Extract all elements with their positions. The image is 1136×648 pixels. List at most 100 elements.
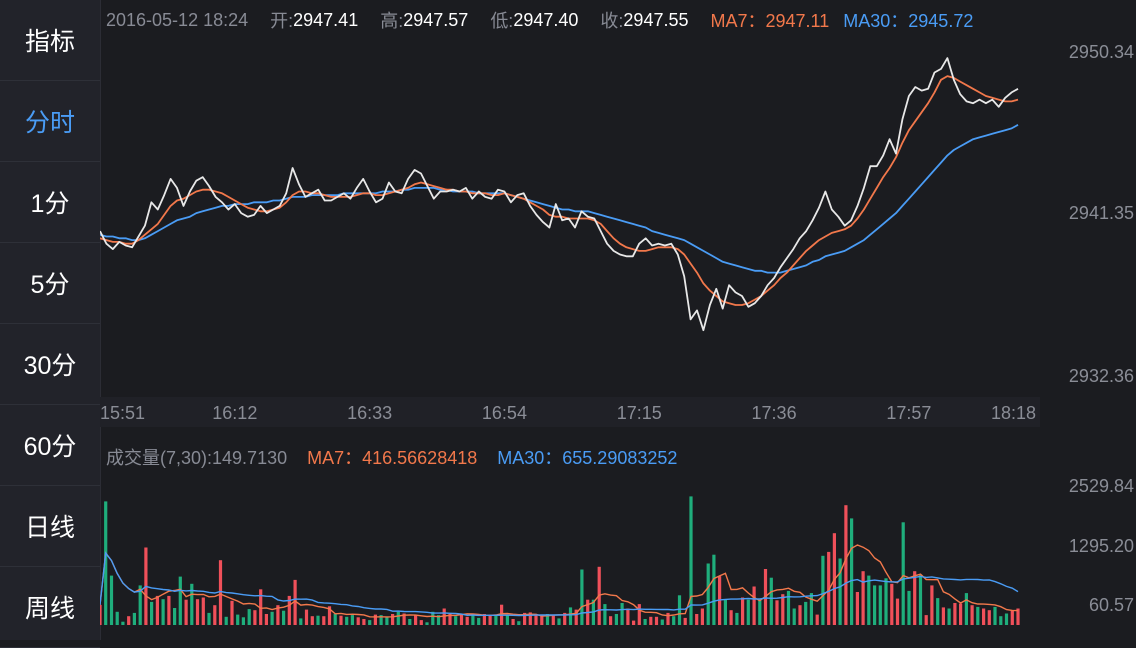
sidebar-item-7[interactable]: 周线 [0,567,100,648]
volume-bar [373,614,377,625]
open-value: 2947.41 [293,9,359,30]
volume-bar [362,619,366,625]
volume-bar [144,547,148,625]
time-x-tick: 16:54 [482,403,527,423]
volume-bar [557,618,561,625]
sidebar-item-2[interactable]: 1分 [0,162,100,243]
price-y-tick: 2950.34 [1069,42,1134,62]
volume-bar [798,605,802,625]
sidebar-item-6[interactable]: 日线 [0,486,100,567]
volume-bar [838,558,842,625]
time-x-tick: 16:33 [347,403,392,423]
volume-bar [327,606,332,625]
volume-bar [287,595,291,625]
volume-bar [723,599,727,625]
series-line-ma30 [100,124,1019,274]
volume-bar [982,608,986,625]
volume-bar [104,501,108,625]
volume-ma7-line [100,544,1019,618]
volume-bar [769,577,773,625]
time-axis-band [100,397,1040,427]
volume-bar [1004,613,1009,625]
volume-bar [792,608,796,625]
datetime-label: 2016-05-12 18:24 [106,9,249,30]
open-label: 开: [270,11,294,31]
high-label: 高: [380,11,404,31]
time-x-tick: 16:12 [212,403,257,423]
volume-bar [121,621,125,625]
volume-bar [419,620,423,625]
volume-bar [901,522,905,625]
volume-bar [138,585,142,625]
volume-bar [947,608,951,625]
volume-bar [184,599,188,625]
volume-bar [832,533,836,625]
volume-bar [632,620,636,625]
volume-bar [465,616,469,625]
volume-bar [821,555,825,625]
volume-bar [391,614,395,625]
volume-bar [918,574,923,625]
volume-bar [459,614,464,625]
volume-bar [356,617,360,625]
sidebar-item-3[interactable]: 5分 [0,243,100,324]
volume-y-tick: 2529.84 [1069,476,1134,496]
sidebar-item-4[interactable]: 30分 [0,324,100,405]
volume-bar [253,610,257,625]
volume-bar [597,566,601,625]
price-info-row: 2016-05-12 18:24 开: 2947.41 高: 2947.57 低… [106,8,973,32]
volume-bar [385,617,389,625]
volume-bar [815,614,819,625]
volume-bar [867,575,871,625]
volume-bar [115,611,119,625]
volume-bar [259,589,263,625]
price-y-tick: 2941.35 [1069,203,1134,223]
volume-bar [987,610,991,625]
volume-bar [396,611,400,625]
volume-bar [649,616,653,625]
volume-bar [482,614,486,625]
volume-bar [964,593,968,625]
price-chart[interactable]: 2950.34 2941.35 2932.36 15:51 16:12 16:33 16:5… [100,0,1136,430]
volume-bar [712,554,716,625]
volume-bar [414,615,418,625]
time-x-tick: 17:57 [886,403,931,423]
volume-bar [109,575,114,625]
volume-bar [574,609,578,625]
volume-bar [700,608,704,625]
sidebar-item-1[interactable]: 分时 [0,81,100,162]
volume-bar [758,598,762,625]
volume-bar [322,616,326,625]
volume-bar [620,603,624,625]
volume-bar [488,614,492,625]
volume-bar [873,585,877,625]
volume-bar [706,563,710,625]
volume-bar [970,605,974,625]
volume-bar [511,619,515,625]
volume-bar [454,616,458,625]
volume-bar [505,615,509,625]
time-x-tick: 18:18 [991,403,1036,423]
volume-bar [190,583,194,625]
volume-bar [402,613,406,625]
volume-y-tick: 60.57 [1089,595,1134,615]
volume-bar [695,614,699,625]
volume-bar [603,604,607,625]
volume-bar [591,599,595,625]
volume-bar [471,613,475,625]
time-x-tick: 17:36 [752,403,797,423]
volume-bar [494,614,498,625]
volume-bar [1010,610,1014,625]
price-y-tick: 2932.36 [1069,366,1134,386]
volume-bar [368,620,372,625]
volume-bar [534,615,538,625]
high-value: 2947.57 [403,9,469,30]
volume-bar [218,560,223,625]
sidebar-item-0[interactable]: 指标 [0,0,100,81]
volume-bar [150,601,154,625]
sidebar-item-5[interactable]: 60分 [0,405,100,486]
volume-bar [408,619,412,625]
volume-bar [924,615,928,625]
volume-bar [500,604,504,625]
volume-bar [333,614,337,625]
